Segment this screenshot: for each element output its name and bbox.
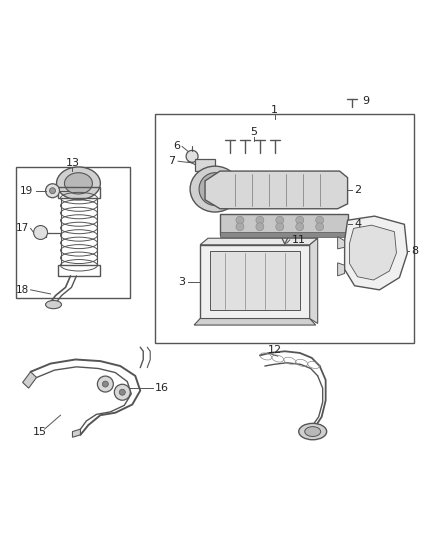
Text: 18: 18	[15, 285, 28, 295]
Circle shape	[114, 384, 130, 400]
Text: 19: 19	[19, 185, 32, 196]
Ellipse shape	[64, 173, 92, 194]
Bar	[200, 245, 310, 319]
Text: 6: 6	[173, 141, 180, 151]
Polygon shape	[205, 171, 348, 209]
Circle shape	[236, 223, 244, 231]
Polygon shape	[338, 237, 345, 249]
Text: 5: 5	[251, 127, 258, 137]
Circle shape	[97, 376, 113, 392]
Circle shape	[276, 216, 284, 224]
Ellipse shape	[299, 423, 327, 440]
Bar	[16, 167, 130, 298]
Circle shape	[256, 223, 264, 231]
Text: 11: 11	[292, 235, 306, 245]
Ellipse shape	[46, 301, 61, 309]
Bar	[57, 265, 100, 276]
Circle shape	[276, 223, 284, 231]
Bar	[195, 159, 215, 171]
Bar	[210, 252, 300, 310]
Circle shape	[46, 184, 60, 198]
Text: 3: 3	[178, 277, 185, 287]
Ellipse shape	[305, 426, 321, 437]
Polygon shape	[310, 238, 318, 324]
Bar	[57, 188, 100, 198]
Circle shape	[102, 381, 108, 387]
Circle shape	[316, 216, 324, 224]
Ellipse shape	[57, 167, 100, 200]
Text: 9: 9	[363, 95, 370, 106]
Text: 15: 15	[32, 426, 46, 437]
Bar	[220, 232, 348, 237]
Ellipse shape	[190, 166, 240, 212]
Text: 17: 17	[15, 223, 28, 233]
Ellipse shape	[199, 173, 231, 206]
Polygon shape	[350, 225, 396, 280]
Circle shape	[296, 223, 304, 231]
Polygon shape	[200, 238, 318, 245]
Circle shape	[49, 188, 56, 193]
Text: 16: 16	[155, 383, 169, 393]
Text: 13: 13	[65, 158, 79, 168]
Polygon shape	[23, 372, 37, 388]
Circle shape	[256, 216, 264, 224]
Polygon shape	[194, 319, 316, 325]
Bar	[155, 114, 414, 343]
Polygon shape	[338, 263, 345, 276]
Circle shape	[34, 225, 48, 239]
Text: 1: 1	[271, 106, 278, 116]
Circle shape	[296, 216, 304, 224]
Polygon shape	[72, 429, 81, 437]
Bar	[220, 214, 348, 235]
Circle shape	[236, 216, 244, 224]
Circle shape	[186, 150, 198, 163]
Text: 2: 2	[355, 185, 362, 195]
Text: 8: 8	[411, 246, 419, 256]
Text: 12: 12	[268, 345, 282, 354]
Text: 4: 4	[355, 219, 362, 229]
Polygon shape	[345, 216, 407, 290]
Circle shape	[119, 389, 125, 395]
Text: 7: 7	[168, 156, 175, 166]
Circle shape	[316, 223, 324, 231]
